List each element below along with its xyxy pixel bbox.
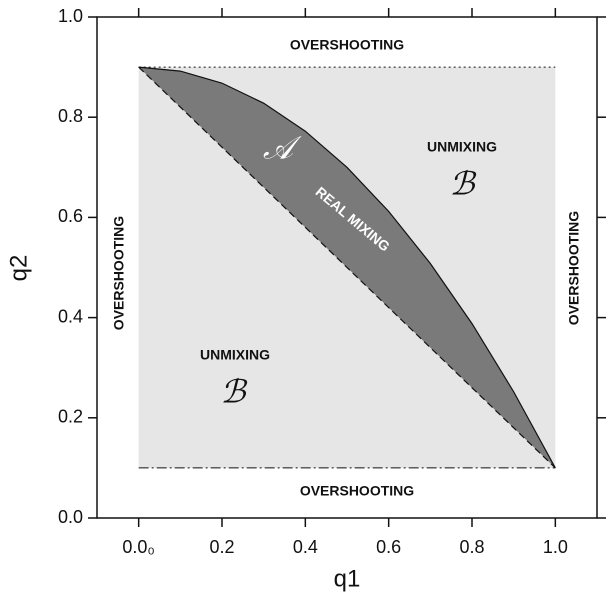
y-tick-label: 1.0 bbox=[58, 6, 83, 26]
y-tick-label: 0.6 bbox=[58, 206, 83, 226]
plot-frame bbox=[96, 16, 598, 519]
y-tick-label: 0.8 bbox=[58, 106, 83, 126]
x-tick-label: 0.0₀ bbox=[122, 537, 155, 557]
boundary-curve bbox=[138, 66, 556, 469]
annotation: OVERSHOOTING bbox=[290, 37, 404, 53]
annotation: OVERSHOOTING bbox=[111, 216, 127, 330]
annotation: UNMIXING bbox=[200, 347, 270, 363]
annotation: OVERSHOOTING bbox=[300, 483, 414, 499]
x-tick-label: 0.4 bbox=[293, 537, 318, 557]
y-tick-label: 0.4 bbox=[58, 306, 83, 326]
annotation: ℬ bbox=[220, 373, 248, 411]
y-tick-label: 0.0 bbox=[58, 507, 83, 527]
x-axis-label: q1 bbox=[334, 565, 361, 592]
x-tick-label: 1.0 bbox=[543, 537, 568, 557]
annotation: ℬ bbox=[449, 165, 477, 203]
x-tick-label: 0.2 bbox=[209, 537, 234, 557]
x-tick-label: 0.8 bbox=[459, 537, 484, 557]
annotation: UNMIXING bbox=[427, 139, 497, 155]
y-tick-label: 0.2 bbox=[58, 407, 83, 427]
y-axis-label: q2 bbox=[5, 255, 32, 282]
x-tick-label: 0.6 bbox=[376, 537, 401, 557]
annotation: OVERSHOOTING bbox=[566, 211, 582, 325]
diagonal bbox=[138, 66, 556, 469]
